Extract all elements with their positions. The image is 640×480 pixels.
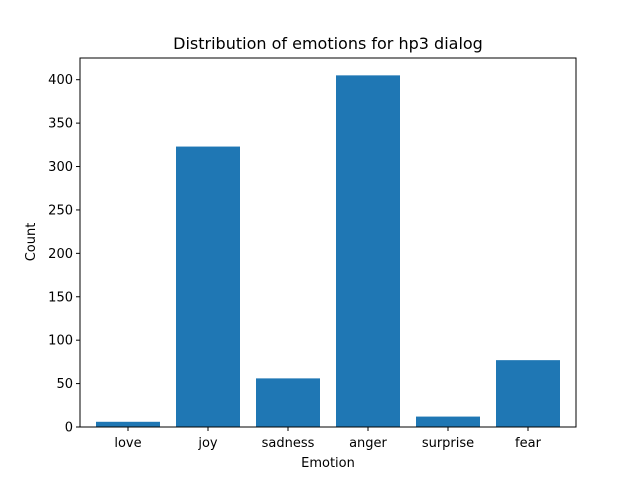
bar-love xyxy=(96,421,160,427)
x-tick-label: surprise xyxy=(422,436,474,451)
y-axis-ticks: 0 50 100 150 200 250 300 350 400 xyxy=(48,73,80,436)
y-tick-label: 200 xyxy=(48,247,73,262)
y-tick-label: 300 xyxy=(48,160,73,175)
plot-frame xyxy=(79,57,577,428)
y-tick-label: 250 xyxy=(48,203,73,218)
y-tick-label: 50 xyxy=(56,377,73,392)
y-tick-label: 0 xyxy=(65,421,73,436)
bar-surprise xyxy=(416,416,480,427)
x-tick-label: love xyxy=(114,436,141,451)
bar-sadness xyxy=(256,378,320,427)
x-axis-ticks: love joy sadness anger surprise fear xyxy=(114,427,542,451)
x-tick-label: anger xyxy=(349,436,387,451)
x-axis-label: Emotion xyxy=(301,456,355,471)
x-tick-label: joy xyxy=(197,436,218,451)
bar-fear xyxy=(496,360,560,427)
y-axis-label: Count xyxy=(24,223,39,262)
bar-anger xyxy=(336,75,400,428)
x-tick-label: sadness xyxy=(262,436,315,451)
y-tick-label: 400 xyxy=(48,73,73,88)
y-tick-label: 350 xyxy=(48,117,73,132)
chart-title: Distribution of emotions for hp3 dialog xyxy=(173,34,483,53)
bar-joy xyxy=(176,146,240,427)
x-tick-label: fear xyxy=(515,436,542,451)
bars-group xyxy=(96,75,560,428)
y-tick-label: 100 xyxy=(48,334,73,349)
y-tick-label: 150 xyxy=(48,290,73,305)
